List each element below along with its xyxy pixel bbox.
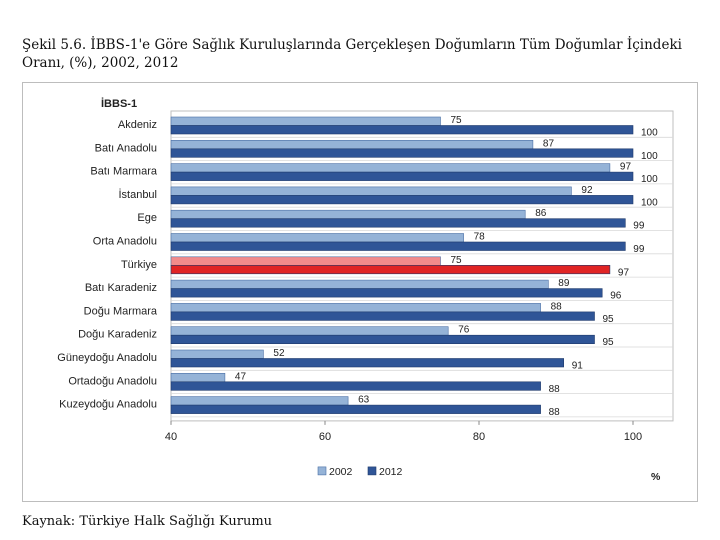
bar-2012 [170,311,595,321]
bar-2002 [170,326,449,336]
bar-2002 [170,372,226,383]
bar-2012 [170,125,634,135]
category-label: Akdeniz [118,119,157,131]
source-note: Kaynak: Türkiye Halk Sağlığı Kurumu [22,514,273,529]
bar-2012 [170,171,634,181]
category-label: Kuzeydoğu Anadolu [59,399,157,411]
legend-swatch-2002 [317,466,327,476]
bar-2012 [170,241,626,251]
category-label: Batı Anadolu [95,142,157,154]
category-label: Doğu Karadeniz [78,329,157,341]
caption-line-1: Şekil 5.6. İBBS-1'e Göre Sağlık Kuruluşl… [22,37,682,53]
x-tick-label: 60 [319,431,331,443]
data-label-2012: 91 [572,361,584,372]
bar-2002 [170,279,549,289]
bar-2002 [170,186,572,196]
data-label-2012: 88 [549,407,561,418]
bar-2002 [170,163,611,173]
data-label-2012: 95 [603,337,615,348]
data-label-2002: 75 [451,115,463,126]
bar-2002 [170,139,534,150]
category-label: Ege [137,212,157,224]
category-label: Türkiye [121,259,157,271]
data-label-2012: 100 [641,197,658,208]
chart-frame: İBBS-1 Akdeniz 75 100 Batı Anadolu 87 100 Batı … [22,82,698,502]
data-label-2012: 95 [603,314,615,325]
bar-2012 [170,381,541,391]
category-label: Orta Anadolu [93,236,157,248]
category-label: Batı Marmara [90,166,158,178]
data-label-2012: 97 [618,267,630,278]
data-label-2002: 97 [620,162,632,173]
data-label-2002: 75 [451,255,463,266]
x-axis-label: % [651,471,661,483]
data-label-2002: 86 [535,208,547,219]
data-label-2012: 88 [549,384,561,395]
data-label-2002: 87 [543,138,555,149]
legend-label-2012: 2012 [379,466,403,478]
bar-2002 [170,233,464,243]
bar-2002 [170,349,264,359]
bar-2002 [170,303,541,313]
data-label-2002: 47 [235,371,247,382]
x-tick-label: 40 [165,431,177,443]
bar-2012 [170,148,634,158]
bar-2002 [170,116,441,126]
caption-line-2: Oranı, (%), 2002, 2012 [22,55,179,71]
data-label-2012: 100 [641,128,658,139]
group-title: İBBS-1 [101,97,137,110]
category-label: İstanbul [118,188,157,201]
category-label: Batı Karadeniz [85,282,157,294]
data-label-2002: 63 [358,395,370,406]
figure-caption: Şekil 5.6. İBBS-1'e Göre Sağlık Kuruluşl… [22,36,702,72]
bar-2012 [170,195,634,205]
data-label-2002: 52 [273,348,285,359]
x-tick-label: 80 [473,431,485,443]
bar-2012 [170,404,541,414]
legend-swatch-2012 [367,466,377,476]
x-tick-label: 100 [624,431,642,443]
data-label-2012: 96 [610,291,622,302]
data-label-2012: 100 [641,151,658,162]
bar-2002 [170,256,441,266]
category-label: Ortadoğu Anadolu [68,375,157,387]
data-label-2012: 100 [641,174,658,185]
bar-2012 [170,265,611,275]
data-label-2002: 76 [458,325,470,336]
legend-label-2002: 2002 [329,466,353,478]
bar-2012 [170,334,595,344]
data-label-2002: 78 [474,232,486,243]
bar-2002 [170,209,526,219]
category-label: Doğu Marmara [84,305,158,317]
data-label-2012: 99 [633,244,645,255]
bar-2012 [170,288,603,298]
data-label-2002: 89 [558,278,570,289]
bar-2012 [170,358,565,368]
bar-chart: İBBS-1 Akdeniz 75 100 Batı Anadolu 87 100 Batı … [57,97,674,483]
category-label: Güneydoğu Anadolu [57,352,157,364]
data-label-2012: 99 [633,221,645,232]
data-label-2002: 88 [551,301,563,312]
bar-2002 [170,396,349,406]
data-label-2002: 92 [581,185,593,196]
bar-2012 [170,218,626,228]
